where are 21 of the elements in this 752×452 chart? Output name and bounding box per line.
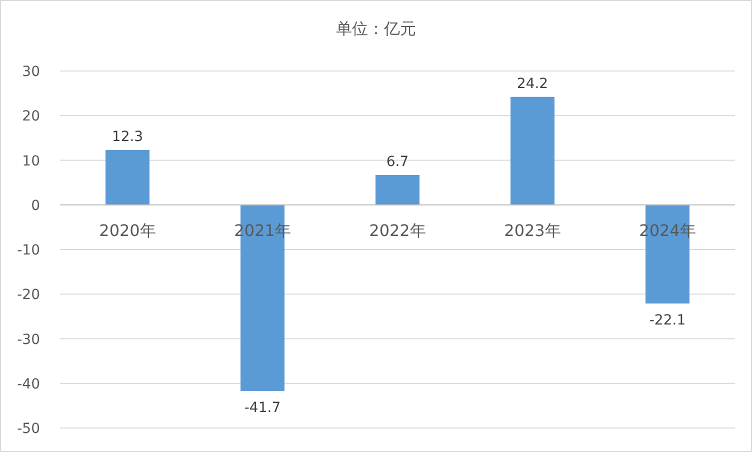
y-tick-label: -50 (17, 421, 40, 437)
y-tick-label: 20 (22, 108, 40, 125)
y-tick-label: 10 (22, 153, 40, 170)
y-tick-label: 30 (22, 64, 40, 80)
bar (376, 174, 420, 205)
x-tick-label: 2023年 (504, 220, 561, 240)
y-tick-label: -10 (17, 242, 40, 258)
y-tick-label: -40 (17, 376, 40, 392)
data-label: 6.7 (386, 154, 409, 170)
data-label: -41.7 (244, 400, 281, 416)
y-tick-label: -20 (17, 287, 40, 304)
x-tick-label: 2022年 (369, 220, 426, 240)
x-tick-label: 2020年 (99, 220, 156, 240)
bar (106, 150, 150, 205)
data-label: 24.2 (516, 76, 548, 92)
bar (510, 96, 554, 205)
y-tick-label: 0 (31, 198, 40, 214)
y-tick-label: -30 (17, 332, 40, 348)
chart-title: 单位：亿元 (336, 19, 416, 38)
data-label: 12.3 (112, 128, 144, 145)
data-label: -22.1 (649, 312, 686, 328)
